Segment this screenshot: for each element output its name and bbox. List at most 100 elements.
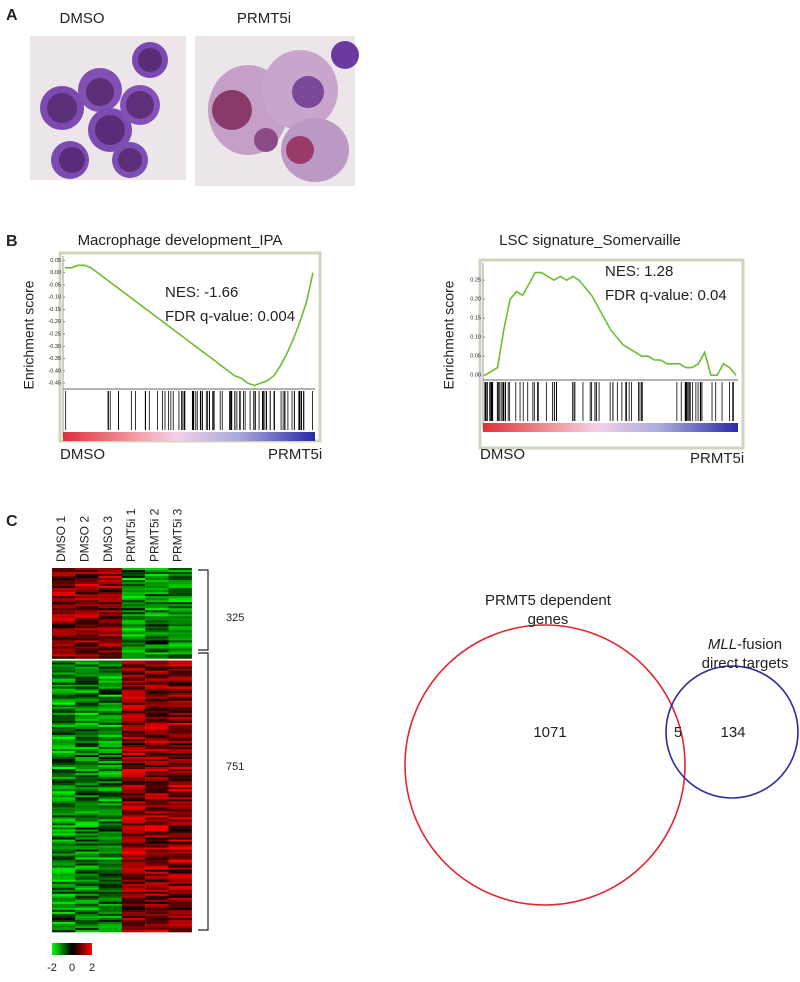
heatmap-cell: [145, 742, 169, 746]
heatmap-cell: [121, 877, 146, 881]
heatmap-cell: [145, 887, 169, 891]
heatmap-cell: [168, 851, 192, 854]
heatmap-cell: [145, 644, 169, 647]
y-tick-label: -0.10: [48, 295, 61, 301]
heatmap-cell: [75, 885, 99, 889]
heatmap-cell: [52, 656, 76, 659]
heatmap-cell: [121, 833, 146, 836]
heatmap-cell: [121, 680, 146, 683]
heatmap-cell: [52, 568, 76, 571]
heatmap-cell: [145, 636, 169, 639]
heatmap-cell: [168, 624, 192, 627]
heatmap-cell: [168, 795, 192, 798]
panel-label: B: [6, 233, 18, 250]
heatmap-cell: [121, 809, 146, 812]
column-label: DMSO 2: [77, 516, 91, 562]
heatmap-cell: [52, 662, 76, 665]
heatmap-cell: [98, 728, 122, 732]
heatmap-cell: [145, 680, 169, 683]
heatmap-cell: [168, 570, 192, 573]
heatmap-cell: [121, 869, 146, 872]
heatmap-cell: [121, 744, 146, 748]
heatmap-cell: [98, 688, 122, 691]
cluster-size: 325: [226, 612, 244, 624]
heatmap-cell: [98, 672, 122, 675]
heatmap-cell: [75, 905, 99, 909]
heatmap-cell: [121, 626, 146, 629]
heatmap-cell: [168, 612, 192, 615]
heatmap-cell: [121, 905, 146, 909]
column-label: DMSO 1: [54, 516, 68, 562]
heatmap-cell: [145, 823, 169, 826]
y-tick-label: -0.15: [48, 307, 61, 313]
heatmap-cell: [75, 785, 99, 788]
heatmap-cell: [145, 929, 169, 933]
heatmap-cell: [145, 773, 169, 776]
heatmap-cell: [98, 692, 122, 695]
heatmap-cell: [98, 855, 122, 858]
heatmap-cell: [168, 761, 192, 764]
heatmap-cell: [98, 899, 122, 903]
heatmap-cell: [98, 779, 122, 782]
y-tick-label: 0.10: [470, 335, 481, 341]
heatmap-cell: [75, 602, 99, 605]
heatmap-cell: [52, 724, 76, 728]
heatmap-cell: [145, 889, 169, 893]
heatmap-cell: [75, 626, 99, 629]
heatmap-cell: [75, 710, 99, 714]
heatmap-cell: [168, 740, 192, 744]
heatmap-cell: [52, 849, 76, 852]
heatmap-cell: [121, 859, 146, 862]
heatmap-cell: [121, 640, 146, 643]
heatmap-cell: [75, 847, 99, 850]
heatmap-cell: [98, 901, 122, 905]
heatmap-cell: [168, 718, 192, 722]
heatmap-cell: [98, 875, 122, 878]
heatmap-cell: [75, 879, 99, 883]
heatmap-cell: [121, 578, 146, 581]
heatmap-cell: [121, 767, 146, 770]
heatmap-cell: [168, 656, 192, 659]
heatmap-cell: [145, 903, 169, 907]
heatmap-cell: [98, 574, 122, 577]
heatmap-cell: [121, 879, 146, 883]
heatmap-cell: [145, 873, 169, 876]
heatmap-cell: [168, 843, 192, 846]
heatmap-cell: [98, 861, 122, 864]
heatmap-cell: [52, 680, 76, 683]
heatmap-cell: [52, 624, 76, 627]
heatmap-cell: [145, 811, 169, 814]
heatmap-cell: [52, 594, 76, 597]
heatmap-cell: [145, 861, 169, 864]
heatmap-cell: [145, 797, 169, 800]
heatmap-cell: [52, 576, 76, 579]
heatmap-cell: [168, 859, 192, 862]
heatmap-cell: [52, 753, 76, 756]
heatmap-cell: [145, 708, 169, 712]
heatmap-cell: [98, 757, 122, 760]
heatmap-cell: [168, 865, 192, 868]
heatmap-cell: [168, 751, 192, 754]
heatmap-cell: [121, 923, 146, 927]
heatmap-cell: [145, 724, 169, 728]
heatmap-cell: [168, 660, 192, 663]
heatmap-cell: [75, 596, 99, 599]
heatmap-cell: [168, 879, 192, 883]
heatmap-cell: [98, 787, 122, 790]
heatmap-cell: [168, 710, 192, 714]
heatmap-cell: [145, 785, 169, 788]
heatmap-cell: [145, 869, 169, 872]
heatmap-cell: [168, 596, 192, 599]
heatmap-cell: [168, 588, 192, 591]
heatmap-cell: [75, 903, 99, 907]
heatmap-cell: [168, 781, 192, 784]
heatmap-cell: [52, 799, 76, 802]
heatmap-cell: [168, 680, 192, 683]
heatmap-cell: [52, 588, 76, 591]
heatmap-cell: [98, 706, 122, 710]
heatmap-cell: [98, 576, 122, 579]
heatmap-cell: [98, 606, 122, 609]
heatmap-cell: [145, 915, 169, 919]
heatmap-cell: [75, 606, 99, 609]
heatmap-cell: [121, 907, 146, 911]
